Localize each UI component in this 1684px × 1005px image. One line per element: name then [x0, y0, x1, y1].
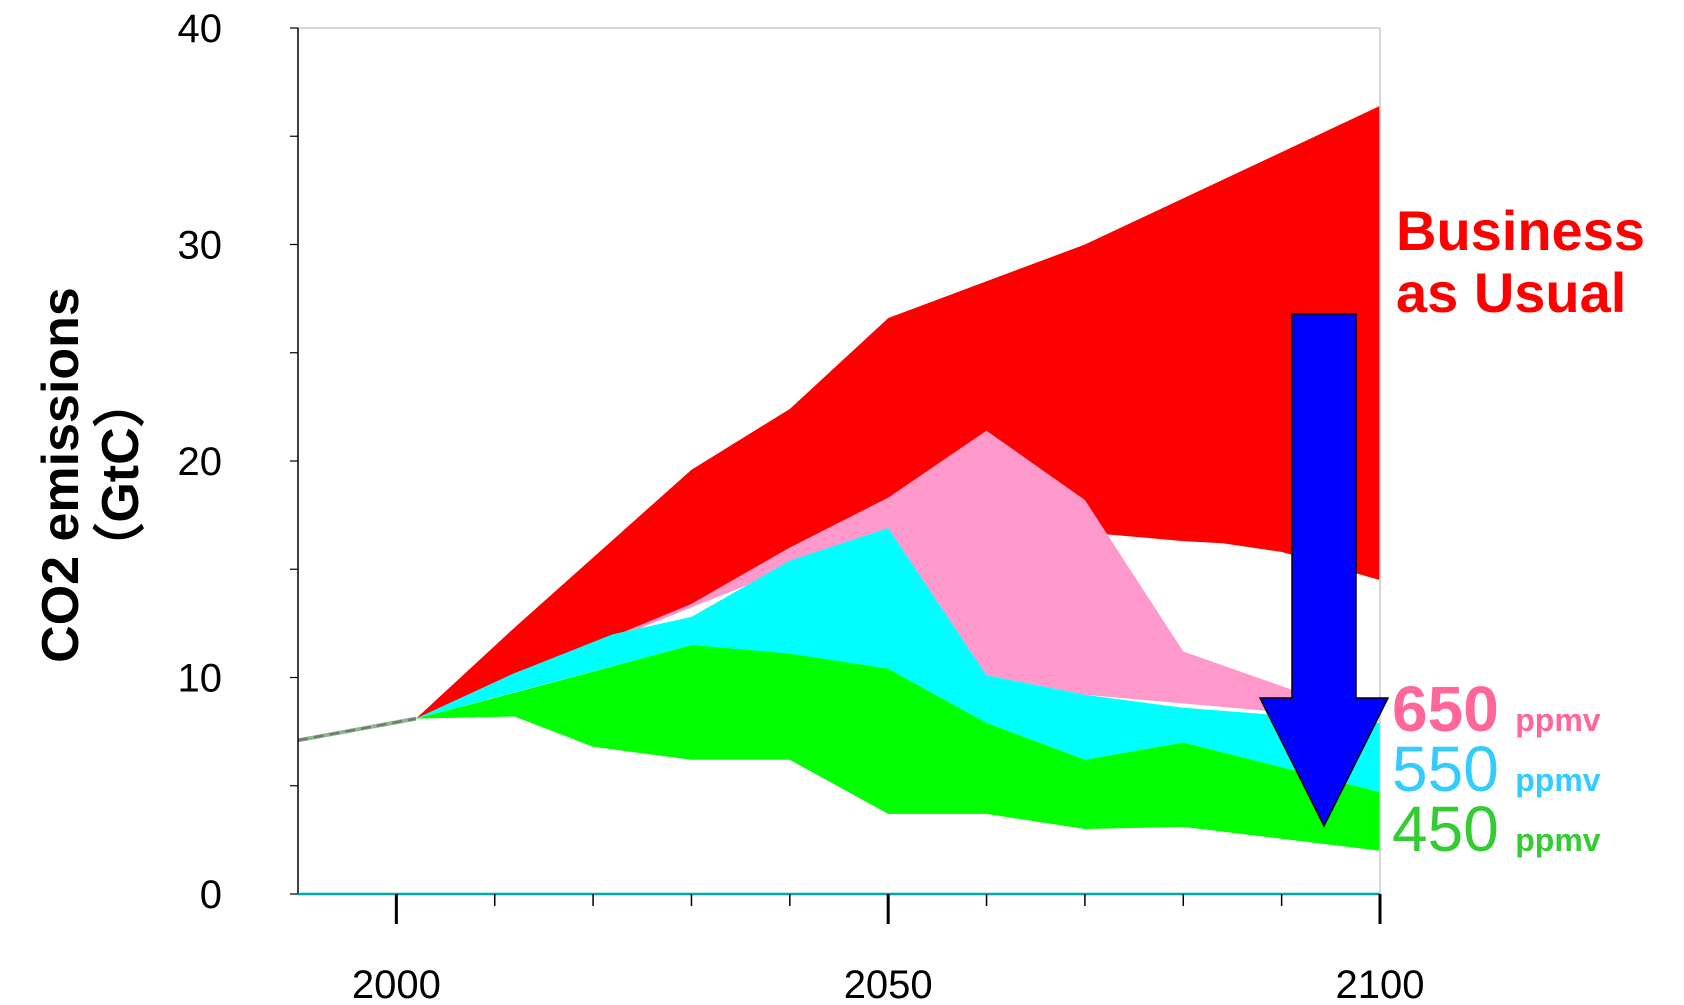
band-550-ppmv	[416, 528, 1380, 793]
x-tick-label: 2100	[1336, 963, 1425, 1005]
reduction-arrow	[1258, 313, 1390, 828]
label-650-unit: ppmv	[1515, 702, 1601, 738]
label-450-number: 450	[1392, 793, 1499, 865]
band-650-ppmv	[416, 430, 1380, 721]
y-axis-label-unit: （GtC）	[92, 375, 150, 574]
y-tick-label: 30	[178, 224, 223, 268]
band-business-as-usual	[416, 105, 1380, 719]
y-tick-label: 20	[178, 440, 223, 484]
concentration-labels: 650 ppmv 550 ppmv 450 ppmv	[1392, 673, 1601, 865]
label-550: 550 ppmv	[1392, 733, 1601, 805]
x-tick-label: 2050	[844, 963, 933, 1005]
label-550-number: 550	[1392, 733, 1499, 805]
label-650-number: 650	[1392, 673, 1499, 745]
y-tick-label: 10	[178, 657, 223, 701]
x-tick-label: 2000	[352, 963, 441, 1005]
label-450-unit: ppmv	[1515, 822, 1601, 858]
y-tick-label: 40	[178, 7, 223, 51]
bau-label-line2: as Usual	[1396, 261, 1626, 324]
bau-label-line1: Business	[1396, 199, 1645, 262]
band-450-ppmv	[416, 645, 1380, 851]
scenario-bands	[416, 105, 1380, 851]
label-450: 450 ppmv	[1392, 793, 1601, 865]
y-tick-label: 0	[200, 873, 222, 917]
historical-line-dash	[297, 717, 417, 742]
label-550-unit: ppmv	[1515, 762, 1601, 798]
y-tick-labels: 0 10 20 30 40	[178, 7, 223, 917]
x-tick-labels: 2000 2050 2100	[352, 963, 1425, 1005]
y-axis-label-line1: CO2 emissions	[32, 287, 90, 663]
y-axis-label: CO2 emissions	[32, 287, 90, 663]
label-650: 650 ppmv	[1392, 673, 1601, 745]
historical-line	[297, 716, 417, 743]
axes	[290, 27, 1382, 924]
